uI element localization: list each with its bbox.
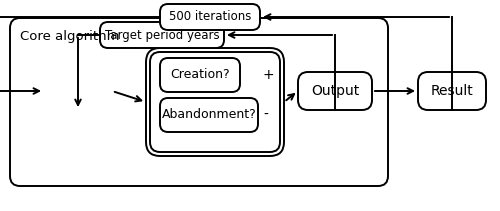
Text: Output: Output [311, 84, 359, 98]
FancyBboxPatch shape [150, 52, 280, 152]
Text: 500 iterations: 500 iterations [169, 11, 251, 23]
FancyBboxPatch shape [160, 98, 258, 132]
FancyBboxPatch shape [298, 72, 372, 110]
FancyBboxPatch shape [160, 58, 240, 92]
Text: +: + [263, 68, 274, 82]
FancyBboxPatch shape [10, 18, 388, 186]
Text: Target period years: Target period years [104, 28, 220, 42]
Text: -: - [263, 108, 268, 122]
Text: Result: Result [430, 84, 474, 98]
FancyBboxPatch shape [146, 48, 284, 156]
Text: Core algorithm: Core algorithm [20, 30, 119, 43]
FancyBboxPatch shape [160, 4, 260, 30]
Text: Creation?: Creation? [170, 69, 230, 81]
FancyBboxPatch shape [100, 22, 224, 48]
FancyBboxPatch shape [418, 72, 486, 110]
Text: Abandonment?: Abandonment? [162, 108, 256, 122]
